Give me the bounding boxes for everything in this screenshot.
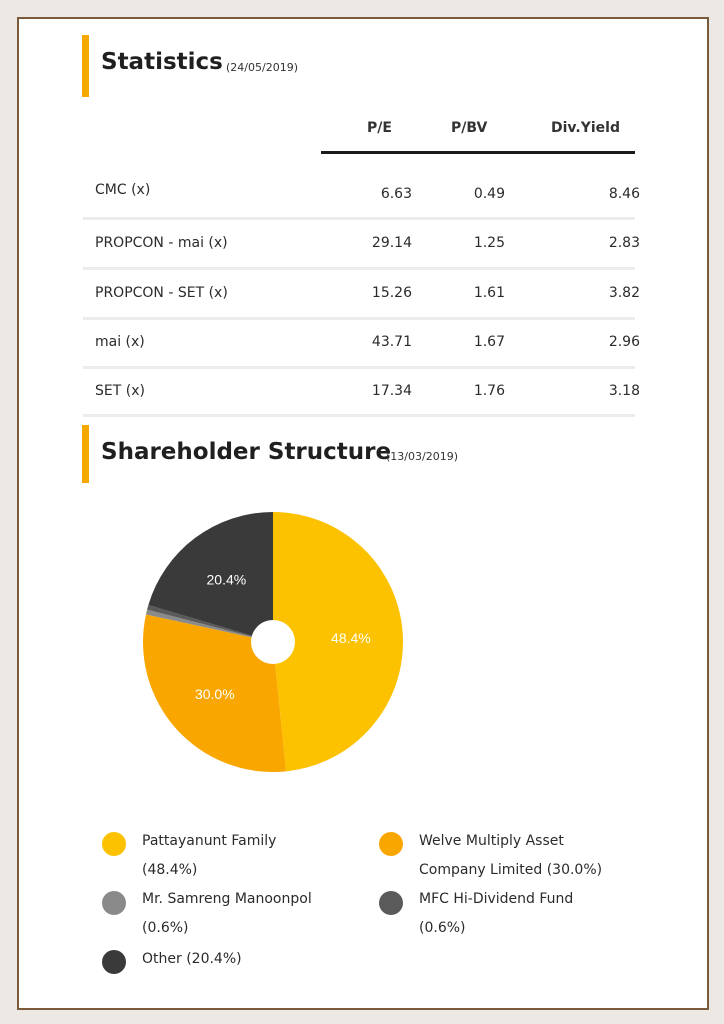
legend-label-line2: (0.6%) — [142, 920, 189, 936]
legend-label-line1: Welve Multiply Asset — [419, 833, 564, 849]
column-header-pbv: P/BV — [451, 120, 488, 136]
column-header-div-yield: Div.Yield — [551, 120, 620, 136]
pie-slice-samreng — [145, 609, 273, 642]
legend-label: Other (20.4%) — [142, 945, 242, 974]
legend-swatch — [379, 832, 403, 856]
pie-data-label: 30.0% — [195, 686, 235, 702]
pie-svg: 48.4% 30.0% 20.4% — [143, 512, 403, 772]
shareholder-pie-chart: 48.4% 30.0% 20.4% — [142, 511, 404, 773]
shareholder-title: Shareholder Structure — [101, 439, 392, 465]
legend-label: Pattayanunt Family (48.4%) — [142, 827, 276, 885]
row-divider — [83, 366, 635, 369]
accent-bar — [82, 425, 89, 483]
legend-label: MFC Hi-Dividend Fund (0.6%) — [419, 885, 573, 943]
header-rule — [321, 151, 635, 154]
cell-pbv: 1.25 — [473, 235, 505, 251]
row-label: CMC (x) — [95, 182, 151, 198]
accent-bar — [82, 35, 89, 97]
legend-swatch — [102, 891, 126, 915]
legend-label-line1: Other (20.4%) — [142, 951, 242, 967]
cell-pbv: 1.67 — [473, 334, 505, 350]
pie-slice-welve — [143, 614, 287, 772]
cell-div-yield: 2.96 — [608, 334, 640, 350]
cell-div-yield: 8.46 — [608, 186, 640, 202]
legend-label-line2: (0.6%) — [419, 920, 466, 936]
legend-label-line1: Pattayanunt Family — [142, 833, 277, 849]
statistics-date: (24/05/2019) — [226, 61, 298, 74]
cell-div-yield: 2.83 — [608, 235, 640, 251]
row-label: PROPCON - mai (x) — [95, 235, 228, 251]
row-label: PROPCON - SET (x) — [95, 285, 228, 301]
row-label: mai (x) — [95, 334, 145, 350]
row-divider — [83, 217, 635, 220]
legend-swatch — [102, 832, 126, 856]
cell-pe: 17.34 — [371, 383, 412, 399]
statistics-title: Statistics — [101, 49, 223, 75]
pie-slice-other — [148, 512, 273, 642]
cell-pbv: 1.61 — [473, 285, 505, 301]
pie-slice-mfc — [147, 604, 273, 642]
legend-label-line2: Company Limited (30.0%) — [419, 862, 603, 878]
row-divider — [83, 414, 635, 417]
row-divider — [83, 267, 635, 270]
page — [17, 17, 709, 1010]
legend-swatch — [102, 950, 126, 974]
legend-label: Mr. Samreng Manoonpol (0.6%) — [142, 885, 312, 943]
pie-data-label: 48.4% — [331, 630, 371, 646]
legend-label: Welve Multiply Asset Company Limited (30… — [419, 827, 602, 885]
cell-pe: 15.26 — [371, 285, 412, 301]
cell-pbv: 1.76 — [473, 383, 505, 399]
cell-div-yield: 3.18 — [608, 383, 640, 399]
column-header-pe: P/E — [367, 120, 392, 136]
pie-slice-pattayanunt — [273, 512, 403, 772]
cell-pe: 29.14 — [371, 235, 412, 251]
pie-data-label: 20.4% — [207, 571, 247, 587]
legend-label-line1: Mr. Samreng Manoonpol — [142, 891, 312, 907]
cell-pe: 43.71 — [371, 334, 412, 350]
row-divider — [83, 317, 635, 320]
legend-label-line2: (48.4%) — [142, 862, 198, 878]
cell-pe: 6.63 — [380, 186, 412, 202]
shareholder-date: (13/03/2019) — [386, 450, 458, 463]
cell-div-yield: 3.82 — [608, 285, 640, 301]
legend-swatch — [379, 891, 403, 915]
row-label: SET (x) — [95, 383, 145, 399]
legend-label-line1: MFC Hi-Dividend Fund — [419, 891, 574, 907]
cell-pbv: 0.49 — [473, 186, 505, 202]
pie-center-hole — [251, 620, 295, 664]
